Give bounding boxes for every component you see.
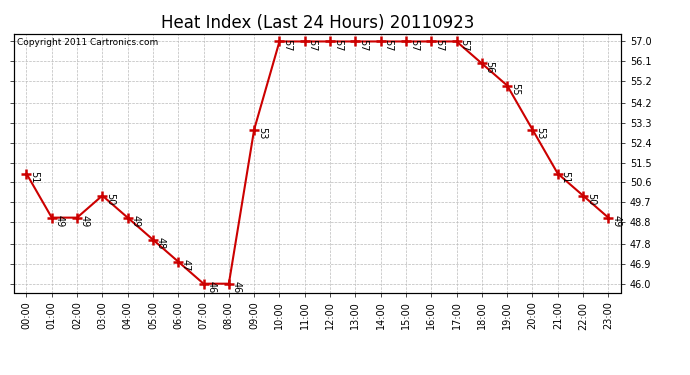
Text: 50: 50 (105, 193, 115, 205)
Text: 46: 46 (206, 281, 217, 293)
Text: 57: 57 (384, 39, 393, 51)
Text: 53: 53 (257, 127, 267, 139)
Text: 47: 47 (181, 259, 191, 271)
Text: 51: 51 (29, 171, 39, 183)
Text: 49: 49 (80, 215, 90, 227)
Text: 49: 49 (55, 215, 65, 227)
Text: 46: 46 (232, 281, 241, 293)
Text: 57: 57 (282, 39, 293, 51)
Text: 50: 50 (586, 193, 596, 205)
Text: 57: 57 (308, 39, 317, 51)
Text: 57: 57 (333, 39, 343, 51)
Text: 53: 53 (535, 127, 545, 139)
Text: 48: 48 (156, 237, 166, 249)
Text: 57: 57 (408, 39, 419, 51)
Text: 57: 57 (460, 39, 469, 51)
Text: 51: 51 (560, 171, 571, 183)
Text: 49: 49 (611, 215, 621, 227)
Text: Copyright 2011 Cartronics.com: Copyright 2011 Cartronics.com (17, 38, 158, 46)
Text: 57: 57 (358, 39, 368, 51)
Title: Heat Index (Last 24 Hours) 20110923: Heat Index (Last 24 Hours) 20110923 (161, 14, 474, 32)
Text: 56: 56 (484, 61, 495, 73)
Text: 57: 57 (434, 39, 444, 51)
Text: 49: 49 (130, 215, 141, 227)
Text: 55: 55 (510, 83, 520, 95)
